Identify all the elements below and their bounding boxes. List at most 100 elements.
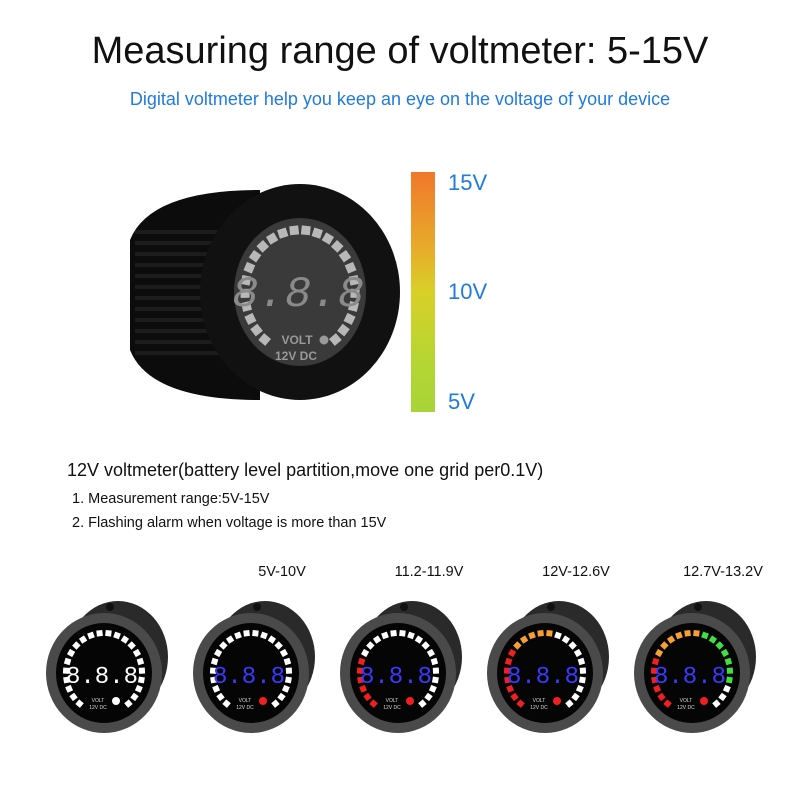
gauge-segment (274, 641, 283, 650)
mount-hole (106, 603, 114, 611)
gauge-digits: 8.8.8 (654, 664, 726, 691)
gauge-segment (267, 635, 277, 644)
gauge-segment (565, 699, 574, 708)
gauge-segment (78, 635, 88, 644)
gauge-segment (708, 635, 718, 644)
gauge-segment (138, 667, 146, 674)
meter-segment (350, 288, 360, 299)
state-label: 5V-10V (258, 564, 306, 580)
gauge-volt-label: VOLT (92, 698, 105, 704)
gauge-segment (212, 684, 221, 693)
gauge-rating-label: 12V DC (383, 705, 401, 711)
gauge-segment (234, 631, 242, 640)
gauge-segment (666, 635, 676, 644)
gauge-segment (712, 699, 721, 708)
mount-hole (253, 603, 261, 611)
meter-segment (248, 249, 262, 263)
gauge-segment (283, 657, 292, 666)
gauge-segment (432, 667, 440, 674)
gauge-segment (399, 629, 406, 637)
page-title: Measuring range of voltmeter: 5-15V (91, 30, 709, 72)
meter-digits: 8.8.8 (232, 270, 364, 320)
gauge-volt-label: VOLT (386, 698, 399, 704)
mount-hole (694, 603, 702, 611)
gauge-segment (356, 667, 364, 674)
gauge-segment (66, 648, 76, 658)
meter-segment (330, 240, 344, 253)
gauge-indicator-dot (112, 697, 120, 705)
gauge-segment (537, 629, 544, 637)
meter-segment (243, 261, 256, 274)
gauge-segment (578, 676, 586, 684)
gauge-segment (113, 631, 121, 640)
gauge-segment (424, 692, 433, 702)
gauge-segment (516, 699, 525, 708)
gauge-segment (132, 648, 142, 658)
gauge-segment (252, 629, 259, 637)
gauge-segment (428, 684, 437, 693)
meter-segment (256, 240, 270, 253)
gauge-segment (510, 692, 519, 702)
gauge-segment (725, 676, 733, 684)
gauge-segment (418, 699, 427, 708)
gauge-indicator-dot (406, 697, 414, 705)
gauge-segment (284, 676, 292, 684)
thread-ridge (135, 241, 260, 245)
gauge-segment (504, 657, 513, 666)
gauge-segment (577, 657, 586, 666)
gauge-segment (684, 629, 691, 637)
page-subtitle: Digital voltmeter help you keep an eye o… (129, 89, 671, 109)
meter-segment (240, 288, 250, 299)
gauge-segment (651, 676, 659, 684)
gauge-segment (271, 699, 280, 708)
meter-face (234, 218, 366, 366)
gauge-segment (210, 676, 218, 684)
meter-segment (244, 312, 257, 325)
thread-ridge (135, 296, 260, 300)
gauge-segment (210, 657, 219, 666)
thread-ridge (135, 263, 260, 267)
gauge-segment (360, 648, 370, 658)
gauge-rating-label: 12V DC (89, 705, 107, 711)
gauge-volt-label: VOLT (533, 698, 546, 704)
gauge-segment (127, 641, 136, 650)
gauge-segment (363, 692, 372, 702)
gauge-rating-label: 12V DC (530, 705, 548, 711)
gauge-volt-label: VOLT (239, 698, 252, 704)
gauge-segment (62, 667, 70, 674)
gauge-segment (568, 641, 577, 650)
gauge-segment (528, 631, 536, 640)
meter-volt-label: VOLT (281, 333, 313, 347)
gauge-segment (390, 629, 397, 637)
gauge-segment (421, 641, 430, 650)
gauge-digits: 8.8.8 (66, 664, 138, 691)
gauge-face (350, 623, 446, 723)
scale-label-10v: 10V (448, 279, 488, 304)
gauge-segment (660, 641, 669, 650)
thread-ridge (135, 318, 260, 322)
gauge-segment (693, 629, 700, 637)
gauge-segment (260, 631, 268, 640)
meter-segment (338, 249, 352, 263)
gauge-segment (663, 699, 672, 708)
thread-ridge (135, 340, 260, 344)
gauge-segment (105, 629, 112, 637)
gauge-rating-label: 12V DC (236, 705, 254, 711)
gauge-segment (130, 692, 139, 702)
gauge-segment (571, 692, 580, 702)
voltage-color-scale (411, 172, 435, 412)
meter-segment (329, 333, 342, 346)
gauge-segment (506, 684, 515, 693)
meter-segment (289, 225, 300, 236)
gauge-rating-label: 12V DC (677, 705, 695, 711)
thread-ridge (135, 230, 260, 234)
gauge-face (56, 623, 152, 723)
gauge-segment (285, 667, 293, 674)
gauge-segment (426, 648, 436, 658)
gauge-segment (575, 684, 584, 693)
meter-segment (300, 225, 311, 236)
scale-label-5v: 5V (448, 389, 475, 414)
